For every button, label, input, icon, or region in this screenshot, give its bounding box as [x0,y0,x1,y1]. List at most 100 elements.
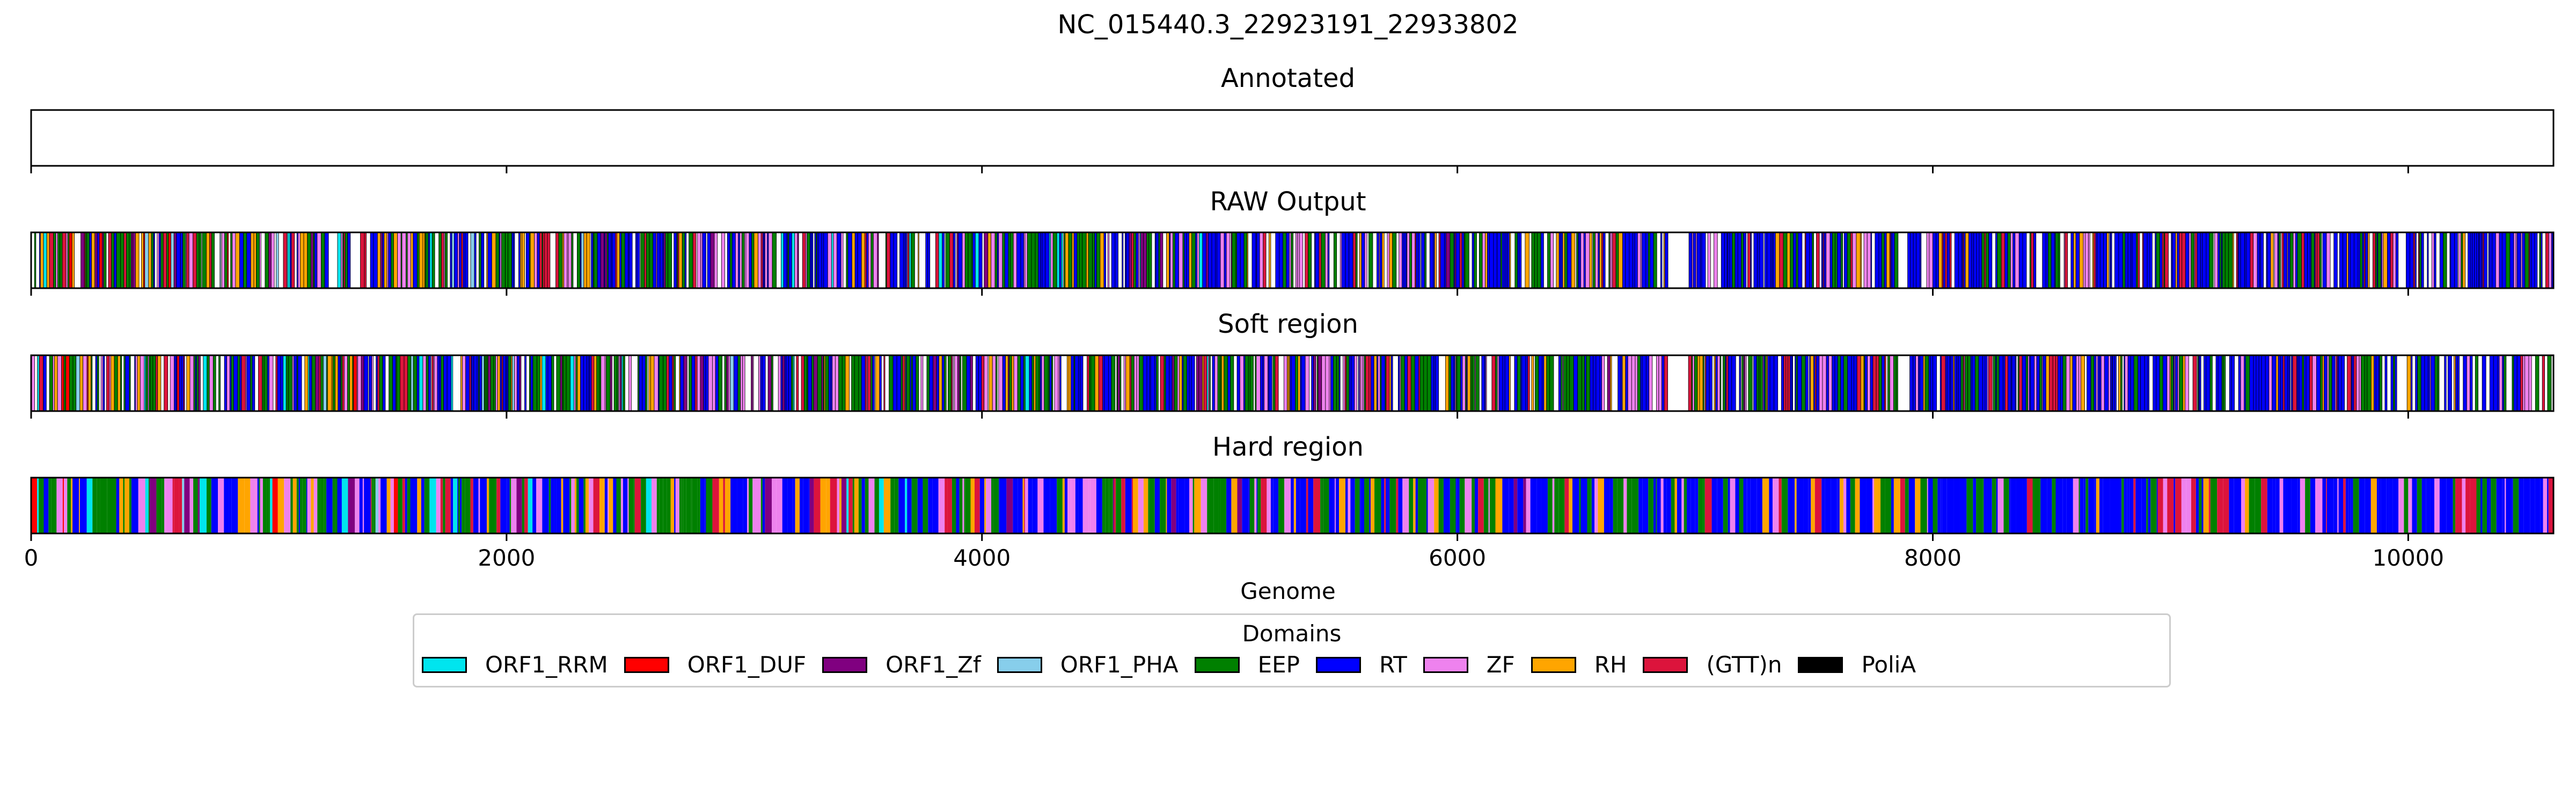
domain-segment [1068,232,1073,289]
domain-segment [1465,232,1469,289]
domain-segment [1988,355,1993,412]
domain-segment [1013,355,1018,412]
domain-segment [1502,232,1504,289]
domain-segment [2489,478,2491,533]
domain-segment [1797,232,1803,289]
domain-segment [1052,232,1057,289]
domain-segment [1256,232,1260,289]
domain-segment [1077,232,1080,289]
domain-segment [1203,355,1208,412]
domain-segment [438,232,442,289]
domain-segment [1854,355,1857,412]
domain-segment [511,232,514,289]
domain-segment [133,232,136,289]
domain-segment [802,232,806,289]
domain-segment [929,355,933,412]
domain-segment [1355,478,1360,533]
domain-segment [2012,232,2016,289]
domain-segment [1054,355,1059,412]
domain-segment [949,232,954,289]
domain-segment [1805,232,1810,289]
domain-segment [1812,232,1814,289]
domain-segment [1864,355,1868,412]
domain-segment [1139,355,1144,412]
domain-segment [642,355,646,412]
domain-segment [715,355,719,412]
domain-segment [2326,232,2331,289]
domain-segment [1949,232,1952,289]
domain-segment [1779,232,1784,289]
domain-segment [1840,232,1843,289]
domain-segment [1943,232,1945,289]
domain-segment [1300,478,1306,533]
domain-segment [2265,355,2270,412]
domain-segment [1208,232,1212,289]
domain-segment [2297,478,2300,533]
domain-segment [2443,232,2447,289]
domain-segment [2516,232,2521,289]
domain-segment [1767,355,1770,412]
domain-segment [439,355,442,412]
domain-segment [721,232,725,289]
domain-segment [547,355,552,412]
domain-segment [1534,232,1538,289]
domain-segment [1531,355,1534,412]
domain-segment [64,478,68,533]
domain-segment [1010,232,1014,289]
domain-segment [1881,355,1885,412]
domain-segment [837,478,839,533]
domain-segment [854,355,859,412]
domain-segment [474,232,477,289]
domain-segment [1846,478,1850,533]
domain-segment [1345,478,1348,533]
domain-segment [1602,232,1606,289]
domain-segment [2052,478,2056,533]
domain-segment [712,355,716,412]
domain-segment [2058,355,2061,412]
domain-segment [388,232,392,289]
domain-segment [1163,355,1166,412]
domain-segment [751,232,755,289]
domain-segment [2040,478,2047,533]
domain-segment [2463,355,2467,412]
domain-segment [683,355,687,412]
domain-segment [160,232,164,289]
domain-segment [986,478,992,533]
domain-segment [752,355,754,412]
domain-segment [1079,232,1083,289]
domain-segment [2144,355,2148,412]
domain-segment [1150,355,1155,412]
domain-segment [511,478,517,533]
domain-segment [1474,478,1479,533]
domain-segment [2209,355,2213,412]
domain-segment [594,355,597,412]
domain-segment [1029,355,1033,412]
domain-segment [129,478,131,533]
domain-segment [1564,232,1568,289]
domain-segment [694,355,698,412]
domain-segment [1569,355,1574,412]
domain-segment [280,355,283,412]
domain-segment [656,478,660,533]
domain-segment [1345,232,1350,289]
domain-segment [1697,355,1700,412]
domain-segment [87,355,92,412]
domain-segment [865,478,869,533]
domain-segment [2545,232,2549,289]
domain-segment [1634,232,1638,289]
domain-segment [382,232,385,289]
domain-segment [2410,232,2414,289]
domain-segment [1136,232,1139,289]
domain-segment [1586,355,1591,412]
domain-segment [1013,478,1018,533]
domain-segment [373,478,376,533]
domain-segment [927,232,931,289]
domain-segment [665,232,669,289]
domain-segment [1790,355,1792,412]
domain-segment [264,355,268,412]
domain-segment [804,355,808,412]
domain-segment [793,355,795,412]
legend-item: ORF1_Zf [822,652,981,678]
domain-segment [623,355,625,412]
domain-segment [157,355,162,412]
